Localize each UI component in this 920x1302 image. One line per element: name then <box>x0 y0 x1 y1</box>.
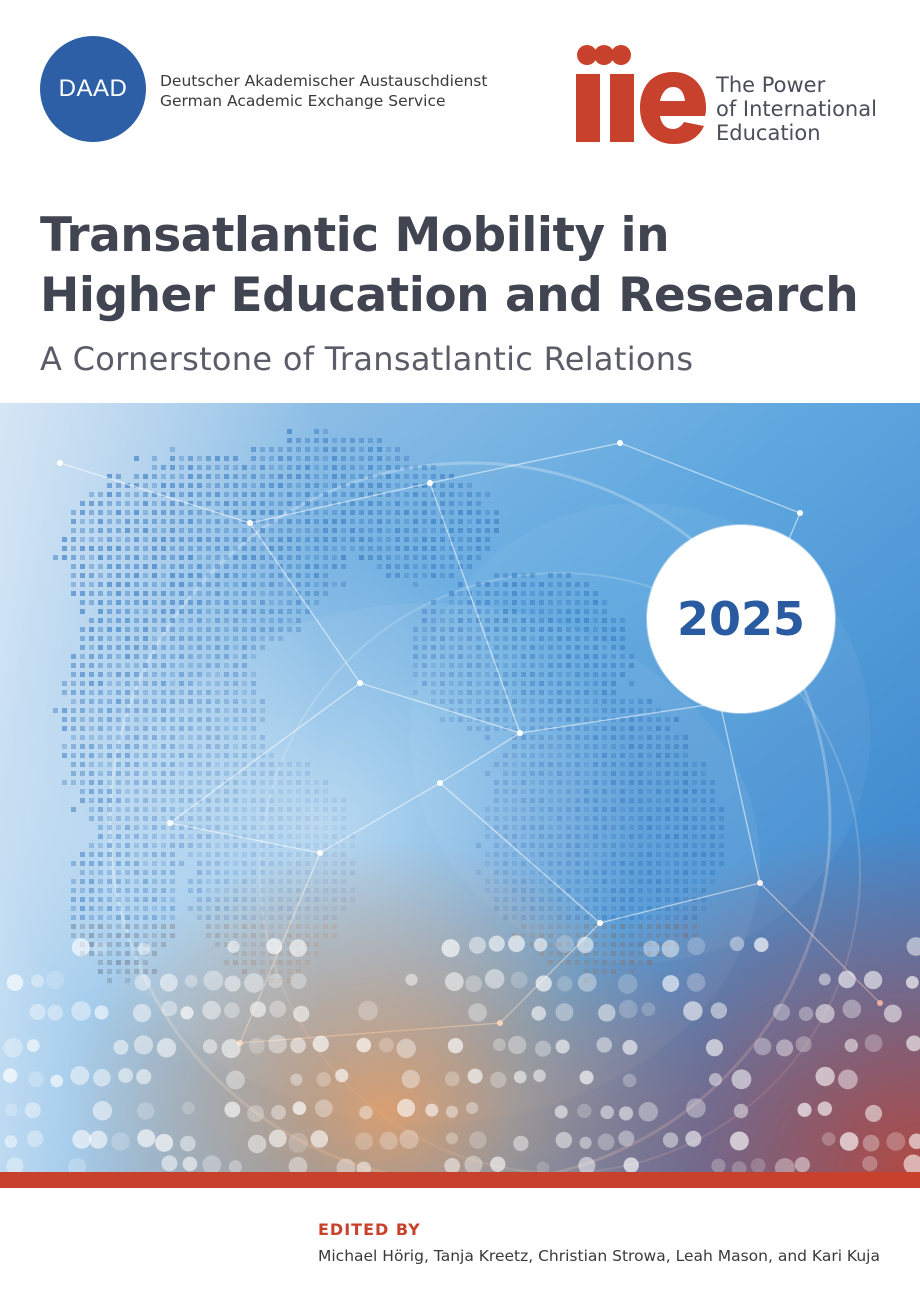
report-subtitle: A Cornerstone of Transatlantic Relations <box>40 340 694 378</box>
daad-logo: DAAD <box>40 36 146 142</box>
daad-name-english: German Academic Exchange Service <box>160 92 446 110</box>
report-title-line: Transatlantic Mobility in <box>40 208 670 263</box>
cover-image <box>0 403 920 1172</box>
report-title: Transatlantic Mobility in Higher Educati… <box>40 206 900 326</box>
daad-name: Deutscher Akademischer Austauschdienst G… <box>160 71 487 111</box>
iie-logo <box>576 45 706 144</box>
report-title-line: Higher Education and Research <box>40 268 859 323</box>
iie-tagline-line: Education <box>716 121 821 145</box>
iie-tagline-line: The Power <box>716 73 826 97</box>
iie-tagline-line: of International <box>716 97 877 121</box>
iie-tagline: The Power of International Education <box>716 73 877 145</box>
daad-name-german: Deutscher Akademischer Austauschdienst <box>160 72 488 90</box>
daad-logo-text: DAAD <box>58 75 128 102</box>
globe-network-illustration <box>0 403 920 1172</box>
editors-list: Michael Hörig, Tanja Kreetz, Christian S… <box>318 1247 880 1265</box>
year-badge: 2025 <box>647 525 835 713</box>
divider-rule <box>0 1172 920 1188</box>
edited-by-label: EDITED BY <box>318 1220 421 1239</box>
